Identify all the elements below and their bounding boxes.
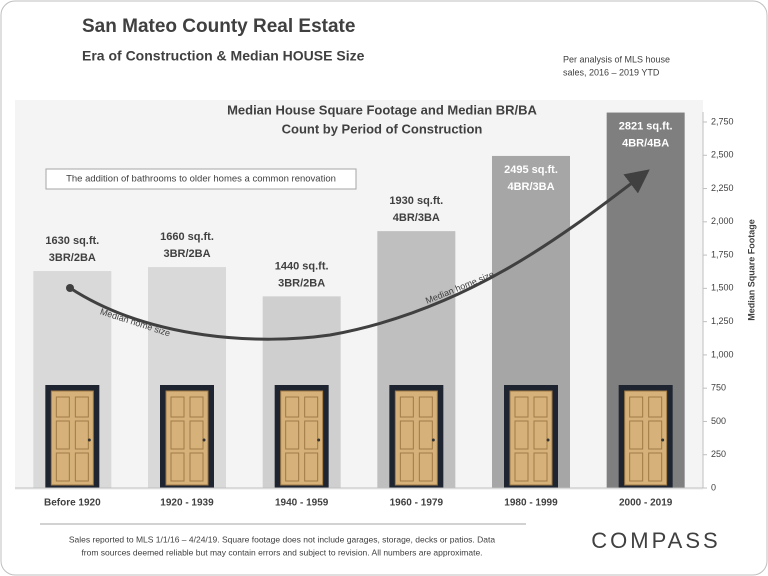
br-ba-label: 4BR/3BA xyxy=(507,181,554,193)
value-label: 2495 sq.ft. xyxy=(504,164,558,176)
y-tick-label: 2,000 xyxy=(711,216,734,226)
door-panel xyxy=(170,420,185,450)
door-panel xyxy=(629,396,644,418)
door-knob xyxy=(661,438,665,442)
y-tick-label: 500 xyxy=(711,416,726,426)
footer-text: from sources deemed reliable but may con… xyxy=(81,547,482,557)
door xyxy=(394,390,438,486)
value-label: 1930 sq.ft. xyxy=(389,195,443,207)
door-panel xyxy=(629,420,644,450)
door-panel xyxy=(514,420,529,450)
x-tick-label: 1980 - 1999 xyxy=(504,498,558,509)
br-ba-label: 4BR/3BA xyxy=(393,212,440,224)
door-panel xyxy=(285,420,300,450)
door-panel xyxy=(533,452,548,482)
y-tick-label: 2,750 xyxy=(711,116,734,126)
y-tick-label: 1,500 xyxy=(711,283,734,293)
door-panel xyxy=(170,396,185,418)
door-panel xyxy=(189,420,204,450)
door-panel xyxy=(533,420,548,450)
door-panel xyxy=(304,420,319,450)
door-panel xyxy=(399,396,414,418)
door-knob xyxy=(546,438,550,442)
value-label: 2821 sq.ft. xyxy=(619,120,673,132)
value-label: 1440 sq.ft. xyxy=(275,260,329,272)
door xyxy=(165,390,209,486)
y-tick-label: 1,250 xyxy=(711,316,734,326)
value-label: 1630 sq.ft. xyxy=(45,235,99,247)
door-panel xyxy=(629,452,644,482)
door xyxy=(509,390,553,486)
note: Per analysis of MLS house xyxy=(563,54,670,64)
door-panel xyxy=(189,396,204,418)
door-panel xyxy=(189,452,204,482)
x-tick-label: 2000 - 2019 xyxy=(619,498,673,509)
door-panel xyxy=(399,420,414,450)
door-panel xyxy=(514,396,529,418)
door-panel xyxy=(304,452,319,482)
br-ba-label: 3BR/2BA xyxy=(49,252,96,264)
door-knob xyxy=(431,438,435,442)
door-panel xyxy=(648,452,663,482)
trend-curve xyxy=(69,169,650,341)
door-panel xyxy=(399,452,414,482)
door-panel xyxy=(418,420,433,450)
y-tick-label: 2,500 xyxy=(711,150,734,160)
curve-start xyxy=(66,284,74,292)
door xyxy=(280,390,324,486)
x-tick-label: Before 1920 xyxy=(44,498,101,509)
door-panel xyxy=(285,452,300,482)
x-tick-label: 1960 - 1979 xyxy=(390,498,444,509)
y-tick-label: 1,750 xyxy=(711,249,734,259)
door-panel xyxy=(418,452,433,482)
annotation-box xyxy=(45,168,357,190)
br-ba-label: 3BR/2BA xyxy=(163,248,210,260)
footer-text: Sales reported to MLS 1/1/16 – 4/24/19. … xyxy=(69,534,495,544)
x-tick-label: 1940 - 1959 xyxy=(275,498,329,509)
door-panel xyxy=(533,396,548,418)
door-panel xyxy=(74,396,89,418)
door-panel xyxy=(74,420,89,450)
y-tick-label: 250 xyxy=(711,449,726,459)
note: sales, 2016 – 2019 YTD xyxy=(563,67,660,77)
door-panel xyxy=(55,452,70,482)
door-panel xyxy=(170,452,185,482)
door xyxy=(624,390,668,486)
y-tick-label: 0 xyxy=(711,482,716,492)
title: San Mateo County Real Estate xyxy=(82,16,355,37)
y-tick-label: 2,250 xyxy=(711,183,734,193)
door-panel xyxy=(74,452,89,482)
chart-title: Count by Period of Construction xyxy=(282,121,483,136)
logo: COMPASS xyxy=(591,528,720,553)
x-tick-label: 1920 - 1939 xyxy=(160,498,214,509)
y-axis-label: Median Square Footage xyxy=(746,219,756,321)
annotation: The addition of bathrooms to older homes… xyxy=(66,174,336,185)
plot: 0 250 500 750 1,000 1,250 1,500 1,750 2,000 2,250… xyxy=(15,112,734,509)
y-tick-label: 750 xyxy=(711,383,726,393)
door-knob xyxy=(87,438,91,442)
door-panel xyxy=(55,396,70,418)
door xyxy=(50,390,94,486)
door-knob xyxy=(202,438,206,442)
door-panel xyxy=(648,396,663,418)
value-label: 1660 sq.ft. xyxy=(160,231,214,243)
door-panel xyxy=(648,420,663,450)
chart-title: Median House Square Footage and Median B… xyxy=(227,102,537,117)
door-panel xyxy=(418,396,433,418)
br-ba-label: 3BR/2BA xyxy=(278,277,325,289)
door-panel xyxy=(285,396,300,418)
plot-area xyxy=(15,100,703,490)
door-knob xyxy=(317,438,321,442)
door-panel xyxy=(514,452,529,482)
subtitle: Era of Construction & Median HOUSE Size xyxy=(82,48,365,64)
br-ba-label: 4BR/4BA xyxy=(622,137,669,149)
door-panel xyxy=(55,420,70,450)
y-tick-label: 1,000 xyxy=(711,349,734,359)
door-panel xyxy=(304,396,319,418)
